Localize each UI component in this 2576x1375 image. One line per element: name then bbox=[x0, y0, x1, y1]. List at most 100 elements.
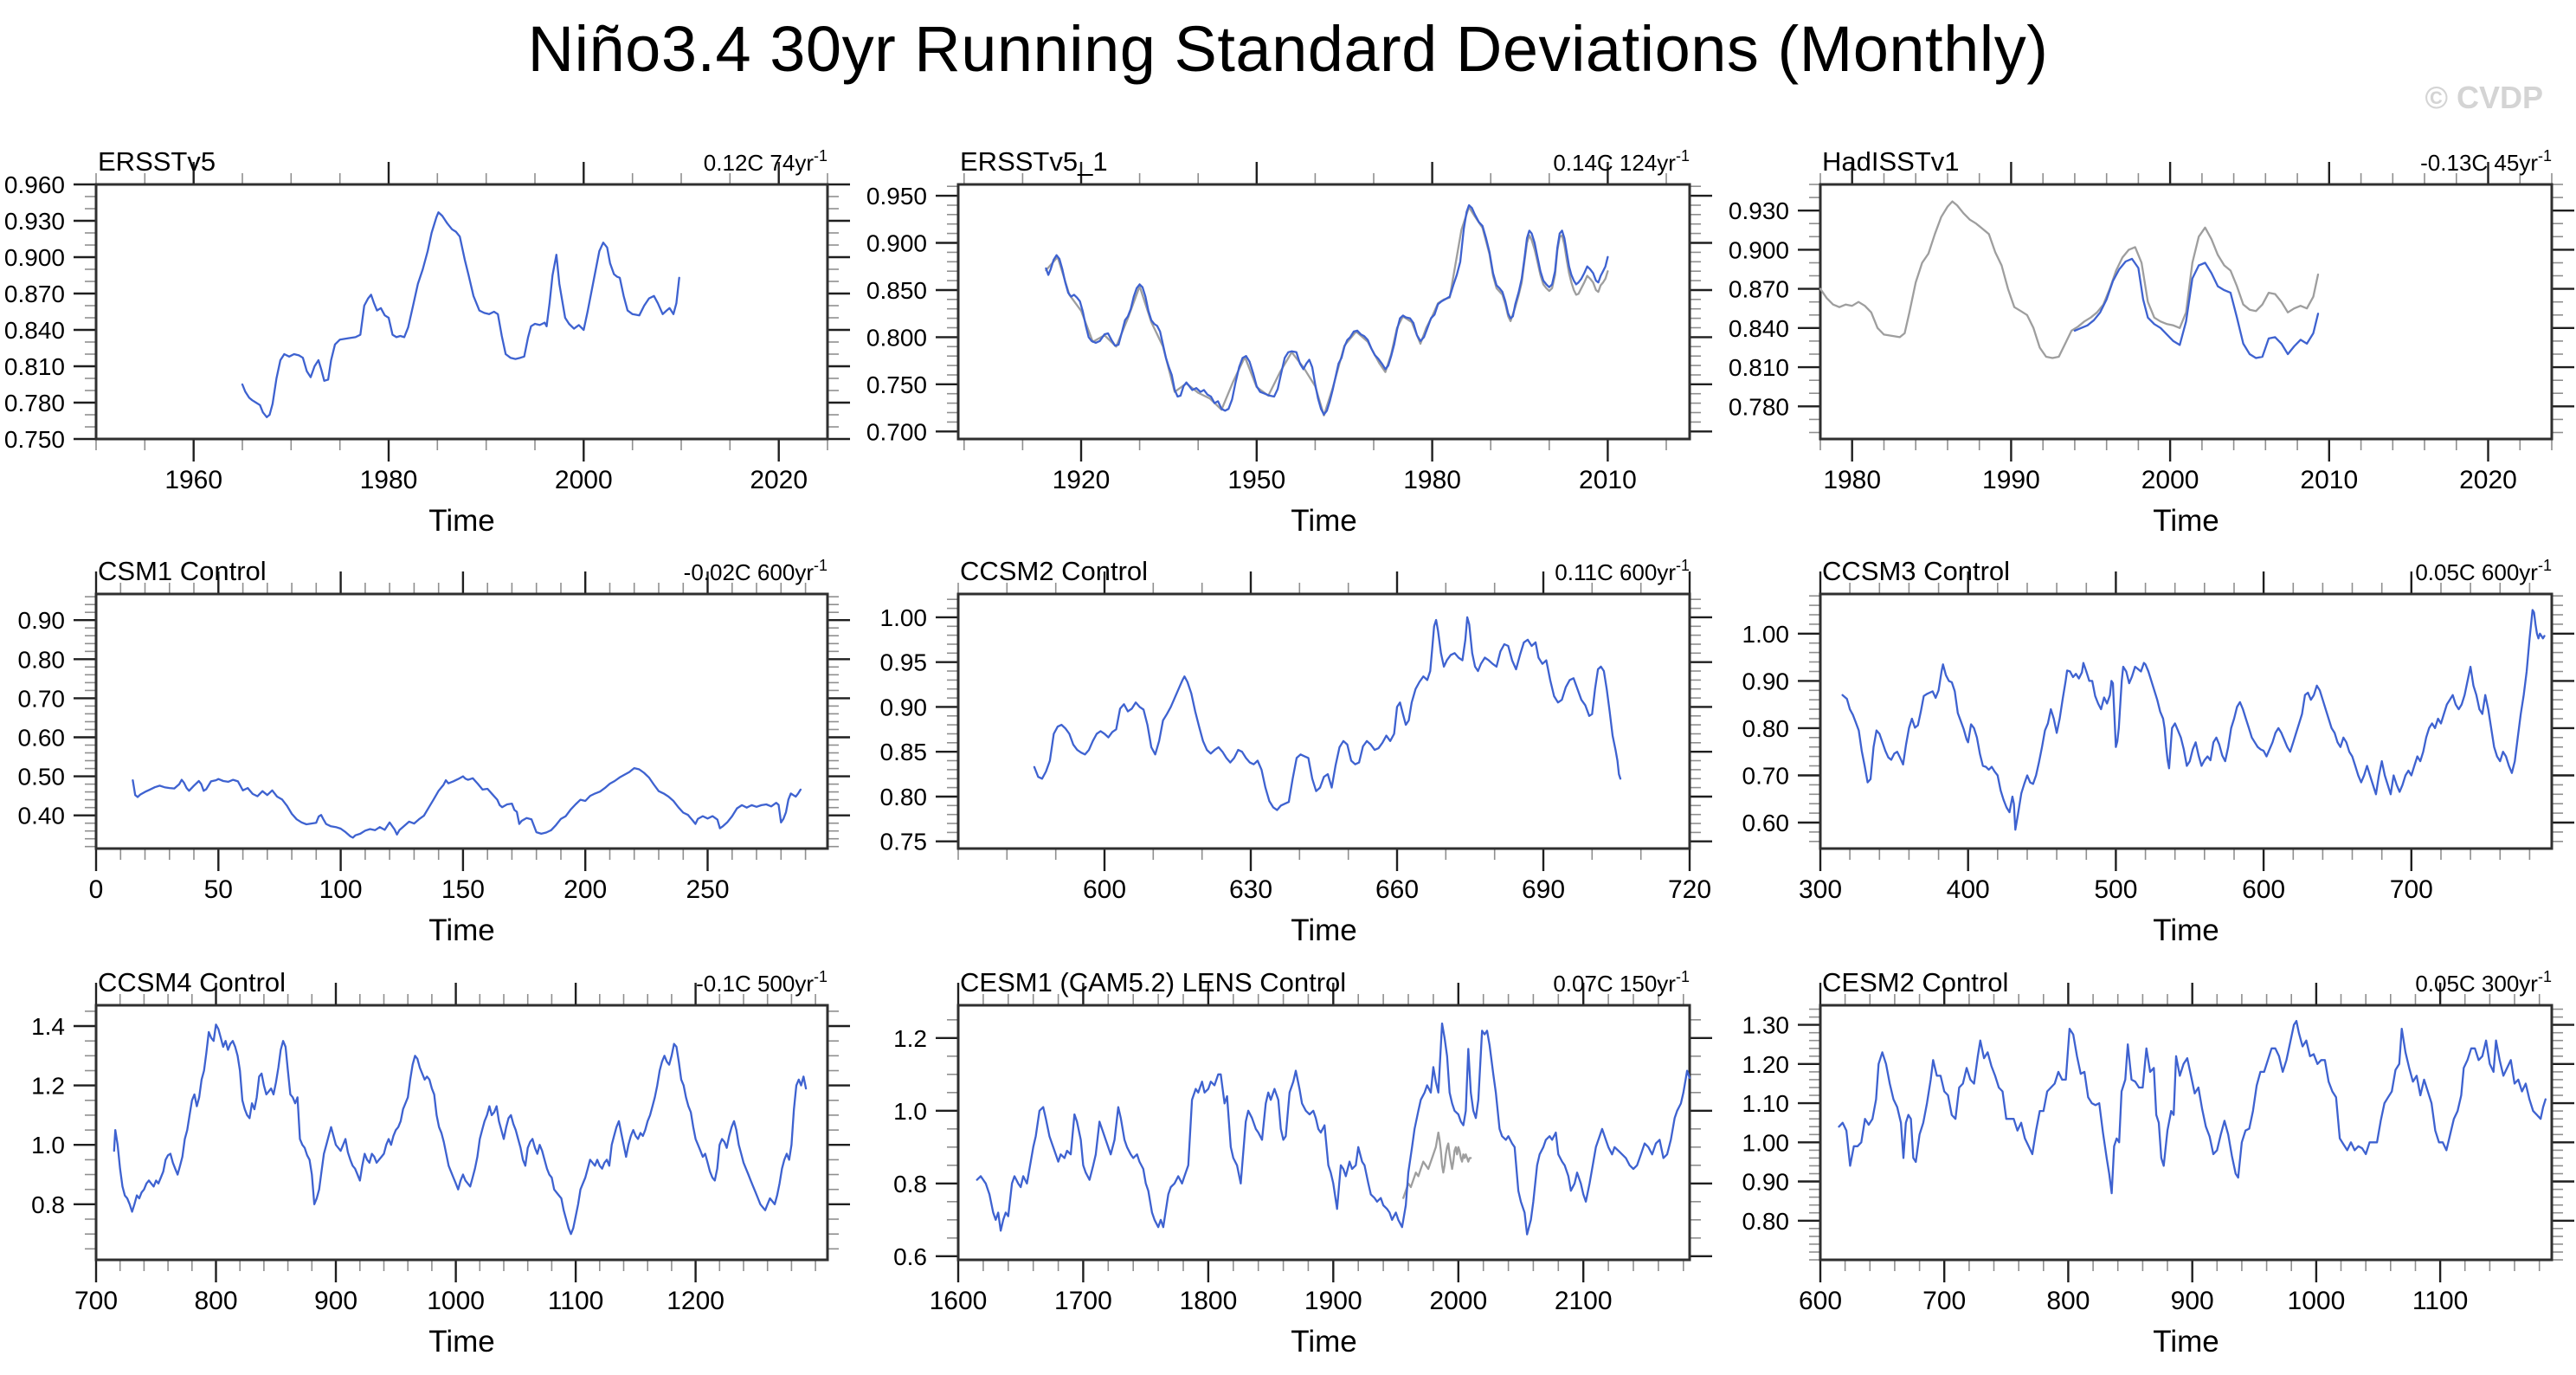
cvdp-watermark: © CVDP bbox=[2425, 80, 2543, 115]
y-tick-label: 0.900 bbox=[866, 230, 927, 257]
y-tick-label: 0.50 bbox=[18, 764, 66, 791]
subplot-title: CCSM2 Control bbox=[960, 556, 1148, 586]
x-axis-label: Time bbox=[1291, 504, 1356, 538]
series-line-blue bbox=[1838, 1019, 2547, 1195]
x-axis-label: Time bbox=[1291, 913, 1356, 947]
x-tick-label: 1200 bbox=[667, 1287, 724, 1315]
x-tick-label: 2000 bbox=[2141, 466, 2199, 494]
y-tick-label: 1.2 bbox=[31, 1073, 65, 1100]
y-tick-label: 0.90 bbox=[1742, 1169, 1790, 1196]
plot-frame bbox=[94, 1004, 829, 1262]
subplot-title: CSM1 Control bbox=[98, 556, 267, 586]
y-tick-label: 0.900 bbox=[4, 244, 65, 271]
x-tick-label: 1990 bbox=[1982, 466, 2040, 494]
x-tick-label: 150 bbox=[441, 875, 485, 904]
x-tick-label: 2010 bbox=[1579, 466, 1637, 494]
x-tick-label: 1980 bbox=[1403, 466, 1461, 494]
series-line-blue bbox=[241, 211, 680, 418]
plot-frame bbox=[956, 1004, 1691, 1262]
y-tick-label: 0.40 bbox=[18, 803, 66, 830]
x-tick-label: 1100 bbox=[2412, 1287, 2469, 1315]
trend-annotation: -0.02C 600yr-1 bbox=[684, 557, 828, 585]
y-tick-label: 0.960 bbox=[4, 171, 65, 198]
y-tick-label: 0.800 bbox=[866, 324, 927, 351]
trend-annotation: -0.13C 45yr-1 bbox=[2420, 147, 2552, 176]
y-tick-label: 1.00 bbox=[1742, 621, 1790, 648]
x-axis-label: Time bbox=[1291, 1325, 1356, 1359]
figure-title: Niño3.4 30yr Running Standard Deviations… bbox=[527, 13, 2049, 85]
chart-panel: 600 630 660 690 720 0.75 0.80 0.85 0.90 0.95 1.00 C… bbox=[880, 556, 1712, 947]
y-tick-label: 0.80 bbox=[1742, 1208, 1790, 1235]
x-tick-label: 1900 bbox=[1304, 1287, 1362, 1315]
series-line-blue bbox=[976, 1022, 1691, 1236]
y-tick-label: 0.810 bbox=[4, 353, 65, 380]
chart-panel: 300 400 500 600 700 0.60 0.70 0.80 0.90 1.00 CCSM3… bbox=[1742, 556, 2574, 947]
trend-annotation: 0.12C 74yr-1 bbox=[704, 147, 828, 176]
x-tick-label: 660 bbox=[1375, 875, 1419, 904]
subplot-title: ERSSTv5_1 bbox=[960, 146, 1108, 177]
chart-panel: 0 50 100 150 200 250 0.40 0.50 0.60 0.70 0.80 0.90 C… bbox=[18, 556, 850, 947]
x-tick-label: 600 bbox=[2242, 875, 2285, 904]
x-tick-label: 1980 bbox=[1823, 466, 1881, 494]
subplot-title: CCSM3 Control bbox=[1822, 556, 2010, 586]
y-tick-label: 0.900 bbox=[1729, 236, 1789, 263]
series-line-blue bbox=[2073, 257, 2320, 359]
y-tick-label: 0.70 bbox=[1742, 763, 1790, 790]
y-tick-label: 0.80 bbox=[18, 646, 66, 673]
x-tick-label: 50 bbox=[204, 875, 233, 904]
y-tick-label: 0.840 bbox=[4, 317, 65, 344]
y-tick-label: 0.85 bbox=[880, 739, 928, 765]
y-tick-label: 1.20 bbox=[1742, 1051, 1790, 1078]
trend-annotation: 0.05C 300yr-1 bbox=[2415, 968, 2552, 997]
x-tick-label: 700 bbox=[2390, 875, 2433, 904]
x-tick-label: 800 bbox=[2046, 1287, 2090, 1315]
x-tick-label: 600 bbox=[1083, 875, 1126, 904]
y-tick-label: 0.870 bbox=[4, 281, 65, 307]
plot-frame bbox=[1819, 592, 2553, 850]
series-line-blue bbox=[132, 766, 802, 839]
x-axis-label: Time bbox=[2153, 913, 2219, 947]
chart-panel: 1980 1990 2000 2010 2020 0.780 0.810 0.840 0.870… bbox=[1729, 146, 2574, 538]
y-tick-label: 0.95 bbox=[880, 649, 928, 676]
subplot-title: CESM2 Control bbox=[1822, 967, 2008, 997]
x-axis-label: Time bbox=[428, 913, 494, 947]
chart-panel: 700 800 900 1000 1100 1200 0.8 1.0 1.2 1.4 CCSM4 C… bbox=[31, 967, 850, 1359]
y-tick-label: 0.780 bbox=[4, 390, 65, 416]
x-tick-label: 1950 bbox=[1227, 466, 1285, 494]
y-tick-label: 0.850 bbox=[866, 277, 927, 304]
subplot-title: ERSSTv5 bbox=[98, 146, 216, 177]
series-line-gray bbox=[1402, 1131, 1472, 1199]
y-tick-label: 0.80 bbox=[880, 784, 928, 810]
x-tick-label: 1700 bbox=[1054, 1287, 1112, 1315]
x-axis-label: Time bbox=[2153, 504, 2219, 538]
plot-frame bbox=[956, 592, 1691, 850]
x-tick-label: 600 bbox=[1799, 1287, 1842, 1315]
y-tick-label: 0.80 bbox=[1742, 715, 1790, 742]
plot-frame bbox=[1819, 1004, 2553, 1262]
trend-annotation: 0.11C 600yr-1 bbox=[1555, 557, 1690, 585]
x-tick-label: 700 bbox=[74, 1287, 118, 1315]
x-tick-label: 100 bbox=[319, 875, 363, 904]
chart-panel: 1600 1700 1800 1900 2000 2100 0.6 0.8 1.0 1.2 CESM… bbox=[893, 967, 1712, 1359]
subplot-title: HadISSTv1 bbox=[1822, 146, 1960, 177]
x-tick-label: 200 bbox=[564, 875, 607, 904]
y-tick-label: 1.00 bbox=[1742, 1129, 1790, 1156]
y-tick-label: 0.90 bbox=[18, 607, 66, 634]
plot-frame bbox=[1819, 183, 2553, 441]
x-tick-label: 2020 bbox=[750, 466, 808, 494]
trend-annotation: -0.1C 500yr-1 bbox=[696, 968, 828, 997]
x-tick-label: 690 bbox=[1522, 875, 1565, 904]
y-tick-label: 0.60 bbox=[18, 725, 66, 752]
subplot-title: CESM1 (CAM5.2) LENS Control bbox=[960, 967, 1346, 997]
y-tick-label: 1.10 bbox=[1742, 1090, 1790, 1117]
x-tick-label: 700 bbox=[1922, 1287, 1966, 1315]
y-tick-label: 1.2 bbox=[893, 1025, 927, 1052]
x-tick-label: 2020 bbox=[2459, 466, 2517, 494]
series-line-blue bbox=[113, 1023, 808, 1236]
x-tick-label: 1800 bbox=[1180, 1287, 1238, 1315]
y-tick-label: 0.6 bbox=[893, 1243, 927, 1270]
x-tick-label: 800 bbox=[194, 1287, 237, 1315]
y-tick-label: 1.30 bbox=[1742, 1012, 1790, 1039]
